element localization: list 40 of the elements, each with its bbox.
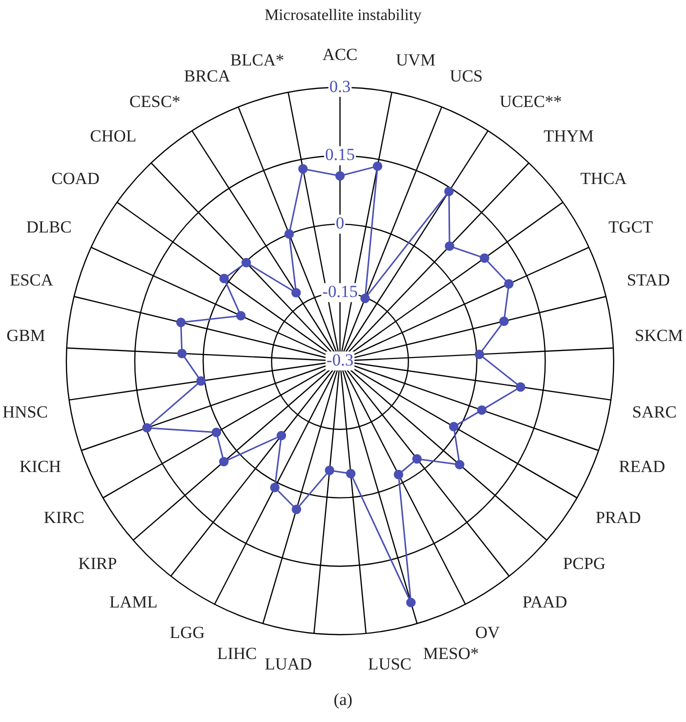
- spoke-label: LGG: [170, 622, 205, 642]
- spoke-label: CHOL: [90, 126, 136, 146]
- spoke-label: MESO*: [423, 644, 479, 663]
- spoke-label: ACC: [322, 45, 358, 64]
- spoke-label: KIRC: [44, 508, 84, 528]
- spoke-label: KICH: [20, 457, 62, 476]
- spoke-label: READ: [618, 457, 666, 476]
- spoke-label: HNSC: [2, 402, 48, 422]
- spoke-label: THCA: [580, 169, 628, 188]
- spoke-label: COAD: [51, 169, 100, 188]
- spoke-label: CESC*: [129, 92, 180, 111]
- spoke-label: PRAD: [596, 508, 641, 528]
- spoke-label: UCS: [450, 66, 483, 86]
- spoke-label: ESCA: [10, 270, 54, 290]
- spoke-label: DLBC: [26, 218, 72, 237]
- spoke-label: PCPG: [563, 554, 606, 573]
- spoke-label: UCEC**: [500, 92, 562, 111]
- spoke-label: BRCA: [184, 66, 232, 86]
- y-tick-label: -0.3: [326, 350, 354, 370]
- spoke-label: LIHC: [217, 644, 257, 663]
- spoke-label: LUSC: [368, 654, 412, 674]
- text: (a): [332, 690, 354, 710]
- y-tick-label: 0: [336, 214, 344, 233]
- spoke-label: GBM: [6, 326, 46, 346]
- y-tick-label: 0.15: [325, 145, 355, 164]
- spoke-label: BLCA*: [230, 50, 284, 70]
- spoke-label: TGCT: [608, 218, 654, 237]
- spoke-label: LAML: [109, 592, 158, 612]
- spoke-label: KIRP: [78, 554, 117, 573]
- spoke-label: STAD: [626, 270, 670, 290]
- chart-title: Microsatellite instability: [264, 6, 422, 24]
- spoke-label: PAAD: [522, 592, 568, 612]
- y-tick-label: 0.3: [329, 76, 351, 96]
- spoke-label: THYM: [544, 126, 594, 146]
- spoke-label: LUAD: [264, 654, 312, 674]
- spoke-label: SARC: [632, 402, 677, 422]
- spoke-label: OV: [475, 622, 501, 642]
- spoke-label: UVM: [396, 50, 436, 70]
- y-tick-label: -0.15: [322, 282, 358, 302]
- spoke-label: SKCM: [634, 326, 683, 346]
